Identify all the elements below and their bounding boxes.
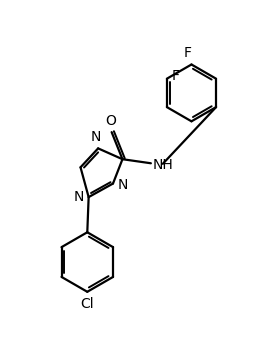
Text: N: N [90, 130, 101, 144]
Text: F: F [183, 46, 191, 60]
Text: NH: NH [152, 158, 173, 172]
Text: Cl: Cl [81, 297, 94, 311]
Text: N: N [118, 178, 128, 192]
Text: N: N [73, 190, 84, 204]
Text: F: F [172, 69, 180, 83]
Text: O: O [105, 114, 116, 128]
